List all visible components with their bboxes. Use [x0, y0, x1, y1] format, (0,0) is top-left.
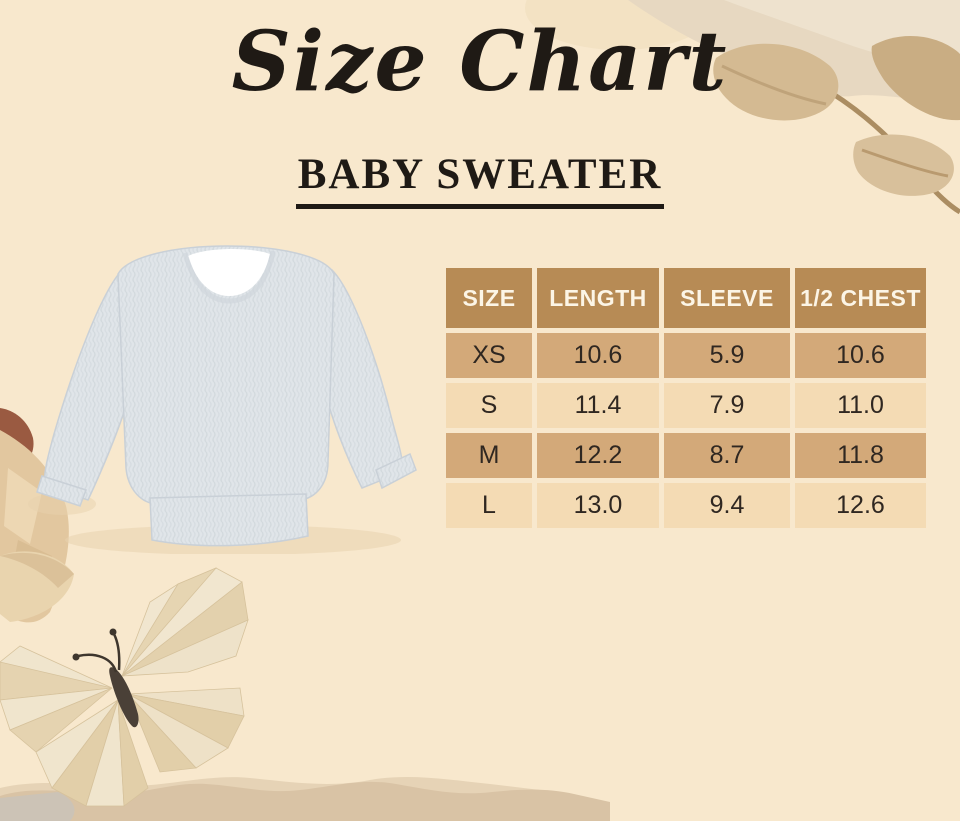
column-header-half-chest: 1/2 CHEST	[795, 268, 926, 328]
column-header-sleeve: SLEEVE	[664, 268, 790, 328]
page-title: Size Chart	[231, 14, 729, 110]
size-table: SIZE LENGTH SLEEVE 1/2 CHEST XS 10.6 5.9…	[446, 268, 926, 528]
size-s-sleeve: 7.9	[664, 383, 790, 428]
size-xs-length: 10.6	[537, 333, 659, 378]
column-header-size: SIZE	[446, 268, 532, 328]
butterfly-icon	[0, 567, 249, 807]
size-xs-sleeve: 5.9	[664, 333, 790, 378]
size-xs-label: XS	[446, 333, 532, 378]
column-header-length: LENGTH	[537, 268, 659, 328]
size-s-length: 11.4	[537, 383, 659, 428]
size-l-sleeve: 9.4	[664, 483, 790, 528]
crumpled-paper-icon	[0, 408, 74, 623]
size-s-half-chest: 11.0	[795, 383, 926, 428]
size-m-length: 12.2	[537, 433, 659, 478]
page-subtitle: BABY SWEATER	[295, 150, 665, 209]
size-m-half-chest: 11.8	[795, 433, 926, 478]
size-l-label: L	[446, 483, 532, 528]
size-s-label: S	[446, 383, 532, 428]
size-l-half-chest: 12.6	[795, 483, 926, 528]
baby-sweater-image	[28, 245, 417, 554]
size-xs-half-chest: 10.6	[795, 333, 926, 378]
size-l-length: 13.0	[537, 483, 659, 528]
size-m-label: M	[446, 433, 532, 478]
size-m-sleeve: 8.7	[664, 433, 790, 478]
paper-leaves-icon	[713, 35, 960, 215]
subtitle-wrap: BABY SWEATER	[0, 150, 960, 209]
